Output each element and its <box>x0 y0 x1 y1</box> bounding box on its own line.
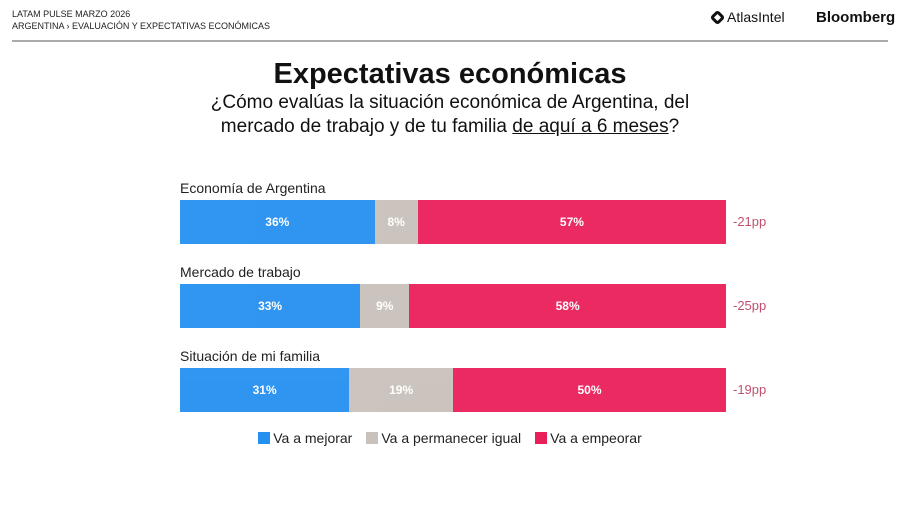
chart-subtitle-2: mercado de trabajo y de tu familia de aq… <box>0 116 900 138</box>
header-survey: LATAM PULSE MARZO 2026 <box>12 9 131 19</box>
data-label: 58% <box>555 299 580 313</box>
net-label: -25pp <box>733 298 767 313</box>
legend: Va a mejorar Va a permanecer igual Va a … <box>0 430 900 446</box>
legend-item: Va a mejorar <box>258 430 352 446</box>
atlasintel-text: AtlasIntel <box>727 9 785 25</box>
data-label: 57% <box>559 215 584 229</box>
net-label: -21pp <box>733 214 767 229</box>
bar-segment: 58% <box>409 284 726 328</box>
stacked-bar: 31% 19% 50% <box>180 368 726 412</box>
bar-segment: 31% <box>180 368 350 412</box>
category-label: Economía de Argentina <box>180 180 326 196</box>
bar-segment: 57% <box>417 200 726 244</box>
legend-label: Va a empeorar <box>550 430 642 446</box>
bar-segment: 19% <box>349 368 453 412</box>
bar-segment: 9% <box>360 284 410 328</box>
legend-swatch <box>366 432 379 444</box>
data-label: 9% <box>376 299 394 313</box>
legend-label: Va a permanecer igual <box>381 430 522 446</box>
legend-item: Va a permanecer igual <box>366 430 521 446</box>
legend-label: Va a mejorar <box>273 430 353 446</box>
subtitle-text: mercado de trabajo y de tu familia <box>220 116 513 137</box>
data-label: 19% <box>389 383 414 397</box>
data-label: 31% <box>252 383 277 397</box>
data-label: 50% <box>577 383 602 397</box>
stacked-bar: 33% 9% 58% <box>180 284 726 328</box>
data-label: 8% <box>387 215 405 229</box>
chart-title: Expectativas económicas <box>273 58 627 90</box>
bar-segment: 50% <box>452 368 726 412</box>
legend-item: Va a empeorar <box>535 430 642 446</box>
bloomberg-logo: Bloomberg <box>816 9 896 26</box>
subtitle-end: ? <box>668 116 680 137</box>
data-label: 36% <box>265 215 290 229</box>
legend-swatch <box>535 432 548 444</box>
header-breadcrumb: ARGENTINA › EVALUACIÓN Y EXPECTATIVAS EC… <box>12 21 271 31</box>
stacked-bar: 36% 8% 57% <box>180 200 726 244</box>
atlasintel-logo: AtlasIntel <box>709 9 785 25</box>
bar-segment: 36% <box>180 200 375 244</box>
header-divider <box>12 40 888 42</box>
bar-segment: 8% <box>374 200 418 244</box>
chart-subtitle-1: ¿Cómo evalúas la situación económica de … <box>210 92 690 113</box>
legend-swatch <box>258 432 271 444</box>
atlasintel-diamond-icon <box>709 9 726 25</box>
category-label: Mercado de trabajo <box>180 264 301 280</box>
subtitle-underlined: de aquí a 6 meses <box>512 116 669 137</box>
net-label: -19pp <box>733 382 767 397</box>
category-label: Situación de mi familia <box>180 348 321 364</box>
data-label: 33% <box>258 299 283 313</box>
bar-segment: 33% <box>180 284 361 328</box>
